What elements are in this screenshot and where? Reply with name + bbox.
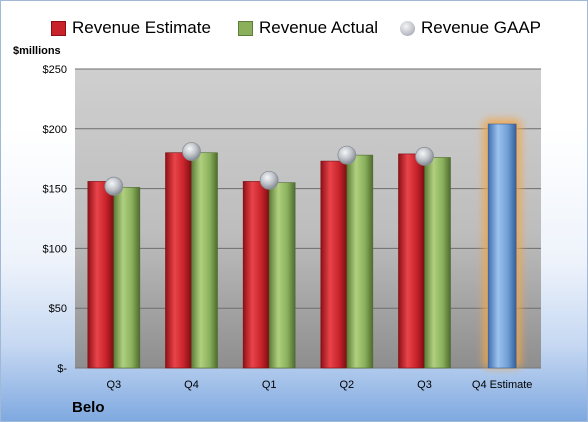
bar-revenue-estimate [242,181,270,369]
marker-revenue-gaap [104,176,124,196]
x-tick-label: Q4 Estimate [472,379,533,391]
y-axis-units-label: $millions [13,45,61,57]
marker-revenue-gaap [182,142,201,161]
x-tick-label: Q3 [417,379,432,391]
legend-item-revenue-estimate: Revenue Estimate [51,18,211,38]
bar-revenue-actual [346,154,374,369]
company-name: Belo [72,399,105,416]
y-tick-label: $150 [43,184,67,196]
y-axis-tick-labels: $- $50 $100 $150 $200 $250 [43,64,68,375]
bar-revenue-actual [191,152,218,369]
bar-revenue-forecast [487,123,517,369]
legend-swatch-estimate [51,20,66,36]
y-tick-label: $- [57,363,67,375]
legend-swatch-actual [238,20,253,36]
y-tick-label: $50 [49,303,67,315]
x-tick-label: Q3 [106,379,121,391]
legend-label-estimate: Revenue Estimate [72,18,211,37]
y-tick-label: $200 [43,124,67,136]
gaap-markers [104,142,434,196]
legend-label-gaap: Revenue GAAP [421,18,542,37]
plot-area [75,69,541,368]
gridlines [75,68,541,369]
marker-revenue-gaap [337,145,357,165]
bar-revenue-actual [113,187,141,369]
legend-item-revenue-actual: Revenue Actual [238,18,378,38]
bar-revenue-estimate [320,160,348,369]
bars [87,119,522,369]
marker-revenue-gaap [259,170,279,190]
bar-revenue-actual [424,157,451,369]
legend-swatch-gaap [400,20,415,36]
bar-revenue-estimate [87,181,115,369]
legend-label-actual: Revenue Actual [259,18,379,37]
x-tick-label: Q2 [339,379,354,391]
bar-revenue-estimate [165,152,192,369]
legend-item-revenue-gaap: Revenue GAAP [400,18,541,38]
bar-revenue-actual [268,182,296,369]
x-tick-label: Q1 [262,379,277,391]
x-axis-tick-labels: Q3 Q4 Q1 Q2 Q3 Q4 Estimate [106,379,532,391]
y-tick-label: $100 [43,243,67,255]
marker-revenue-gaap [415,146,434,166]
bar-revenue-estimate [398,153,425,369]
x-tick-label: Q4 [184,379,199,391]
y-tick-label: $250 [43,64,67,76]
